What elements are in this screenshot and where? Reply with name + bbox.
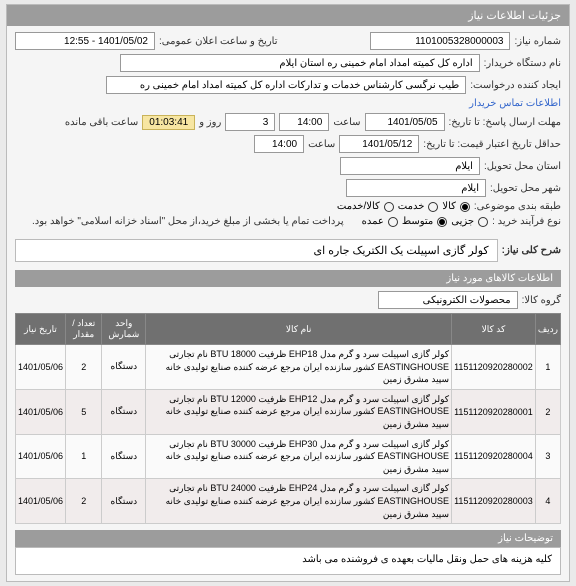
- cell-row: 1: [535, 345, 560, 390]
- cell-unit: دستگاه: [102, 434, 146, 479]
- valid-time: 14:00: [254, 135, 304, 153]
- cell-name: کولر گازی اسپیلت سرد و گرم مدل EHP18 ظرف…: [146, 345, 452, 390]
- goods-group-value: محصولات الکترونیکی: [378, 291, 518, 309]
- goods-info-header: اطلاعات کالاهای مورد نیاز: [15, 270, 561, 287]
- cell-qty: 2: [66, 345, 102, 390]
- radio-icon: [388, 217, 398, 227]
- valid-date: 1401/05/12: [339, 135, 419, 153]
- process-high[interactable]: عمده: [362, 216, 398, 227]
- cell-unit: دستگاه: [102, 345, 146, 390]
- cell-code: 1151120920280002: [452, 345, 536, 390]
- radio-icon: [460, 202, 470, 212]
- province-value: ایلام: [340, 157, 480, 175]
- cell-name: کولر گازی اسپیلت سرد و گرم مدل EHP24 ظرف…: [146, 479, 452, 524]
- days-and-label: روز و: [199, 117, 221, 128]
- cell-code: 1151120920280003: [452, 479, 536, 524]
- category-label: طبقه بندی موضوعی:: [474, 201, 561, 212]
- desc-header: توضیحات نیاز: [15, 530, 561, 547]
- creator-label: ایجاد کننده درخواست:: [470, 80, 561, 91]
- payment-note: پرداخت تمام یا بخشی از مبلغ خرید،از محل …: [32, 216, 344, 227]
- panel-body: شماره نیاز: 1101005328000003 تاریخ و ساع…: [7, 26, 569, 581]
- need-no-value: 1101005328000003: [370, 32, 510, 50]
- hour-label-2: ساعت: [308, 139, 335, 150]
- creator-value: طیب نرگسی کارشناس خدمات و تدارکات اداره …: [106, 76, 466, 94]
- process-low[interactable]: جزیی: [451, 216, 488, 227]
- desc-note: کلیه هزینه های حمل ونقل مالیات بعهده ی ف…: [15, 547, 561, 575]
- process-mid[interactable]: متوسط: [402, 216, 447, 227]
- cell-name: کولر گازی اسپیلت سرد و گرم مدل EHP30 ظرف…: [146, 434, 452, 479]
- radio-icon: [437, 217, 447, 227]
- need-details-panel: جزئیات اطلاعات نیاز شماره نیاز: 11010053…: [6, 4, 570, 582]
- hour-label-1: ساعت: [333, 117, 360, 128]
- cell-row: 2: [535, 389, 560, 434]
- cell-code: 1151120920280004: [452, 434, 536, 479]
- th-row: ردیف: [535, 314, 560, 345]
- th-unit: واحد شمارش: [102, 314, 146, 345]
- days-remaining: 3: [225, 113, 275, 131]
- process-label: نوع فرآیند خرید :: [492, 216, 561, 227]
- buyer-org-label: نام دستگاه خریدار:: [484, 58, 561, 69]
- table-row[interactable]: 21151120920280001کولر گازی اسپیلت سرد و …: [16, 389, 561, 434]
- buyer-org-value: اداره کل کمیته امداد امام خمینی ره استان…: [120, 54, 480, 72]
- cell-row: 4: [535, 479, 560, 524]
- th-date: تاریخ نیاز: [16, 314, 66, 345]
- cell-date: 1401/05/06: [16, 389, 66, 434]
- cell-code: 1151120920280001: [452, 389, 536, 434]
- deadline-label: مهلت ارسال پاسخ: تا تاریخ:: [449, 117, 561, 128]
- announce-dt-value: 1401/05/02 - 12:55: [15, 32, 155, 50]
- radio-icon: [384, 202, 394, 212]
- category-both[interactable]: کالا/خدمت: [337, 201, 394, 212]
- category-service[interactable]: خدمت: [398, 201, 439, 212]
- cell-date: 1401/05/06: [16, 434, 66, 479]
- city-label: شهر محل تحویل:: [490, 183, 561, 194]
- deadline-date: 1401/05/05: [365, 113, 445, 131]
- cell-row: 3: [535, 434, 560, 479]
- th-name: نام کالا: [146, 314, 452, 345]
- goods-group-label: گروه کالا:: [522, 295, 561, 306]
- table-row[interactable]: 31151120920280004کولر گازی اسپیلت سرد و …: [16, 434, 561, 479]
- contact-link[interactable]: اطلاعات تماس خریدار: [469, 98, 561, 109]
- cell-qty: 2: [66, 479, 102, 524]
- radio-icon: [478, 217, 488, 227]
- cell-date: 1401/05/06: [16, 479, 66, 524]
- need-no-label: شماره نیاز:: [514, 36, 561, 47]
- panel-title: جزئیات اطلاعات نیاز: [7, 5, 569, 26]
- min-valid-label: حداقل تاریخ اعتبار قیمت: تا تاریخ:: [423, 139, 561, 150]
- countdown-timer: 01:03:41: [142, 115, 195, 130]
- cell-unit: دستگاه: [102, 479, 146, 524]
- th-qty: تعداد / مقدار: [66, 314, 102, 345]
- category-goods[interactable]: کالا: [442, 201, 470, 212]
- cell-qty: 5: [66, 389, 102, 434]
- city-value: ایلام: [346, 179, 486, 197]
- radio-icon: [428, 202, 438, 212]
- th-code: کد کالا: [452, 314, 536, 345]
- goods-table: ردیف کد کالا نام کالا واحد شمارش تعداد /…: [15, 313, 561, 524]
- announce-dt-label: تاریخ و ساعت اعلان عمومی:: [159, 36, 278, 47]
- need-title-label: شرح کلی نیاز:: [502, 245, 561, 256]
- deadline-time: 14:00: [279, 113, 329, 131]
- cell-date: 1401/05/06: [16, 345, 66, 390]
- cell-qty: 1: [66, 434, 102, 479]
- table-row[interactable]: 41151120920280003کولر گازی اسپیلت سرد و …: [16, 479, 561, 524]
- remain-label: ساعت باقی مانده: [65, 117, 138, 128]
- province-label: استان محل تحویل:: [484, 161, 561, 172]
- cell-name: کولر گازی اسپیلت سرد و گرم مدل EHP12 ظرف…: [146, 389, 452, 434]
- table-row[interactable]: 11151120920280002کولر گازی اسپیلت سرد و …: [16, 345, 561, 390]
- cell-unit: دستگاه: [102, 389, 146, 434]
- need-title-value: کولر گازی اسپیلت یک الکتریک جاره ای: [15, 239, 498, 262]
